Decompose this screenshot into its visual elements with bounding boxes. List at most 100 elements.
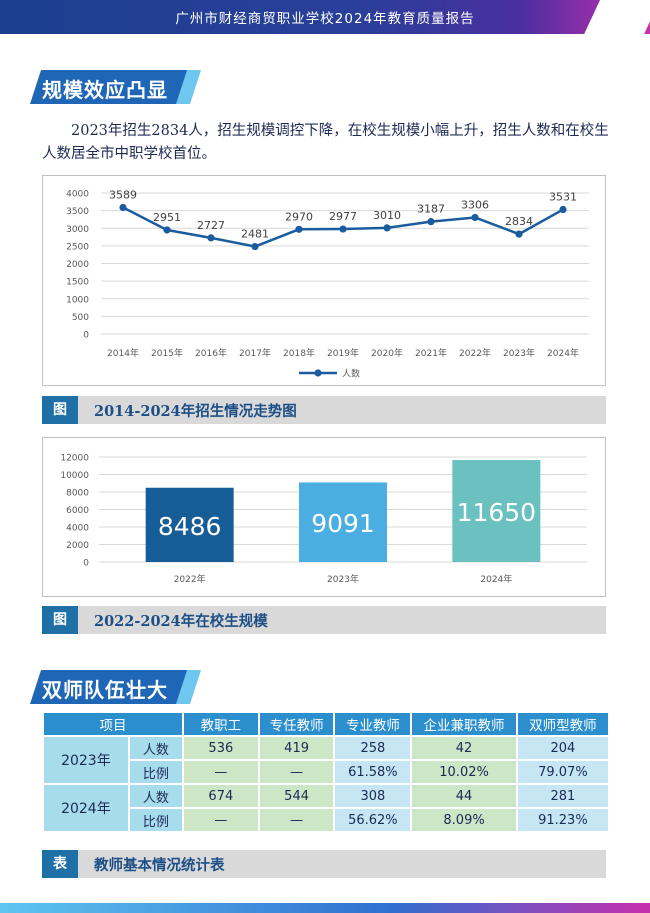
- bar: [452, 460, 541, 562]
- data-point: [295, 225, 303, 233]
- table-cell: 56.62%: [335, 809, 411, 831]
- caption-tag: 图: [42, 606, 78, 634]
- data-point: [163, 226, 171, 234]
- table-cell: 204: [517, 737, 608, 759]
- data-label: 3531: [549, 191, 577, 204]
- caption-text: 2022-2024年在校生规模: [94, 613, 268, 630]
- caption-text: 2014-2024年招生情况走势图: [94, 403, 297, 420]
- table-header-row: 项目 教职工 专任教师 专业教师 企业兼职教师 双师型教师: [44, 713, 608, 735]
- students-bar-chart: 0 2000 4000 6000 8000 10000 12000 8486 2022年 9091…: [60, 454, 587, 585]
- bar: [145, 487, 234, 562]
- legend-marker: [314, 369, 322, 377]
- data-label: 2834: [505, 215, 533, 228]
- footer-bar: [0, 903, 650, 913]
- y-tick-label: 500: [72, 313, 89, 323]
- x-tick-label: 2016年: [195, 347, 227, 359]
- x-tick-label: 2014年: [107, 347, 139, 359]
- table-sub-cell: 人数: [129, 785, 182, 807]
- caption-table: 表 教师基本情况统计表: [42, 850, 606, 878]
- data-label: 3306: [461, 198, 489, 211]
- x-tick-label: 2015年: [151, 347, 183, 359]
- enrollment-line-chart: 0 500 1000 1500 2000 2500 3000 3500 4000 2014年 201…: [66, 188, 589, 380]
- y-tick-label: 3000: [66, 225, 89, 235]
- y-tick-label: 3500: [66, 207, 89, 217]
- table-year-cell: 2023年: [44, 737, 128, 783]
- table-header-cell: 专业教师: [335, 713, 411, 735]
- report-header-bar: 广州市财经商贸职业学校2024年教育质量报告: [0, 0, 650, 34]
- x-tick-label: 2023年: [503, 347, 535, 359]
- data-point: [119, 203, 127, 212]
- section-title-scale: 规模效应凸显: [30, 70, 210, 104]
- data-point: [515, 230, 523, 238]
- y-tick-label: 10000: [60, 471, 89, 481]
- table-cell: —: [183, 809, 258, 831]
- table-cell: 42: [412, 737, 516, 759]
- table-cell: —: [183, 761, 258, 783]
- enrollment-line-chart-box: 0 500 1000 1500 2000 2500 3000 3500 4000 2014年 201…: [42, 175, 606, 386]
- table-header-cell: 企业兼职教师: [412, 713, 516, 735]
- header-slant-decoration: [584, 0, 650, 34]
- caption-line-chart: 图 2014-2024年招生情况走势图: [42, 396, 606, 424]
- data-label: 2727: [197, 219, 225, 232]
- table-header-cell: 教职工: [183, 713, 258, 735]
- data-point: [251, 242, 259, 251]
- table-cell: 258: [335, 737, 411, 759]
- table-cell: 536: [183, 737, 258, 759]
- table-cell: 674: [183, 785, 258, 807]
- table-cell: 281: [517, 785, 608, 807]
- x-tick-label: 2020年: [371, 347, 403, 359]
- intro-paragraph: 2023年招生2834人，招生规模调控下降，在校生规模小幅上升，招生人数和在校生…: [42, 123, 609, 162]
- table-cell: 419: [259, 737, 334, 759]
- data-point: [207, 234, 215, 242]
- x-tick-label: 2018年: [283, 347, 315, 359]
- data-point: [339, 225, 347, 233]
- caption-bar-chart: 图 2022-2024年在校生规模: [42, 606, 606, 634]
- bar: [299, 482, 387, 562]
- table-cell: 61.58%: [335, 761, 411, 783]
- x-tick-label: 2023年: [327, 573, 359, 585]
- table-cell: 308: [335, 785, 411, 807]
- table-cell: —: [259, 809, 334, 831]
- y-tick-label: 6000: [66, 506, 89, 516]
- table-header-cell: 专任教师: [259, 713, 334, 735]
- data-label: 2481: [241, 228, 269, 241]
- table-header-cell: 项目: [44, 713, 182, 735]
- x-tick-label: 2017年: [239, 347, 271, 359]
- x-tick-label: 2024年: [547, 347, 579, 359]
- y-tick-label: 12000: [60, 454, 89, 464]
- table-cell: 44: [412, 785, 516, 807]
- table-row: 2023年 人数 536 419 258 42 204: [44, 737, 608, 783]
- caption-tag: 图: [42, 396, 78, 424]
- table-cell: —: [259, 761, 334, 783]
- x-tick-label: 2022年: [174, 573, 206, 585]
- y-tick-label: 2500: [66, 242, 89, 252]
- table-cell: 8.09%: [412, 809, 516, 831]
- data-label: 3010: [373, 209, 401, 222]
- table-header-cell: 双师型教师: [517, 713, 608, 735]
- y-tick-label: 4000: [66, 190, 89, 200]
- table-cell: 544: [259, 785, 334, 807]
- students-bar-chart-box: 0 2000 4000 6000 8000 10000 12000 8486 2022年 9091…: [42, 437, 606, 597]
- y-tick-label: 0: [83, 559, 89, 569]
- data-point: [559, 205, 567, 214]
- x-tick-label: 2024年: [480, 573, 512, 585]
- data-label: 3187: [417, 203, 445, 216]
- y-tick-label: 0: [83, 331, 89, 341]
- data-label: 2977: [329, 210, 357, 223]
- table-row: 比例 — — 61.58% 10.02% 79.07%: [44, 761, 608, 783]
- caption-text: 教师基本情况统计表: [94, 857, 225, 874]
- y-tick-label: 8000: [66, 489, 89, 499]
- y-tick-label: 2000: [66, 260, 89, 270]
- data-point: [471, 213, 479, 222]
- data-label: 3589: [109, 188, 137, 201]
- bar-value-label: 9091: [311, 509, 375, 538]
- data-point: [427, 218, 435, 226]
- data-point: [383, 224, 391, 232]
- data-label: 2970: [285, 210, 313, 223]
- y-tick-label: 4000: [66, 524, 89, 534]
- table-cell: 79.07%: [517, 761, 608, 783]
- table-cell: 91.23%: [517, 809, 608, 831]
- x-tick-label: 2019年: [327, 347, 359, 359]
- caption-tag: 表: [42, 850, 78, 878]
- data-label: 2951: [153, 211, 181, 224]
